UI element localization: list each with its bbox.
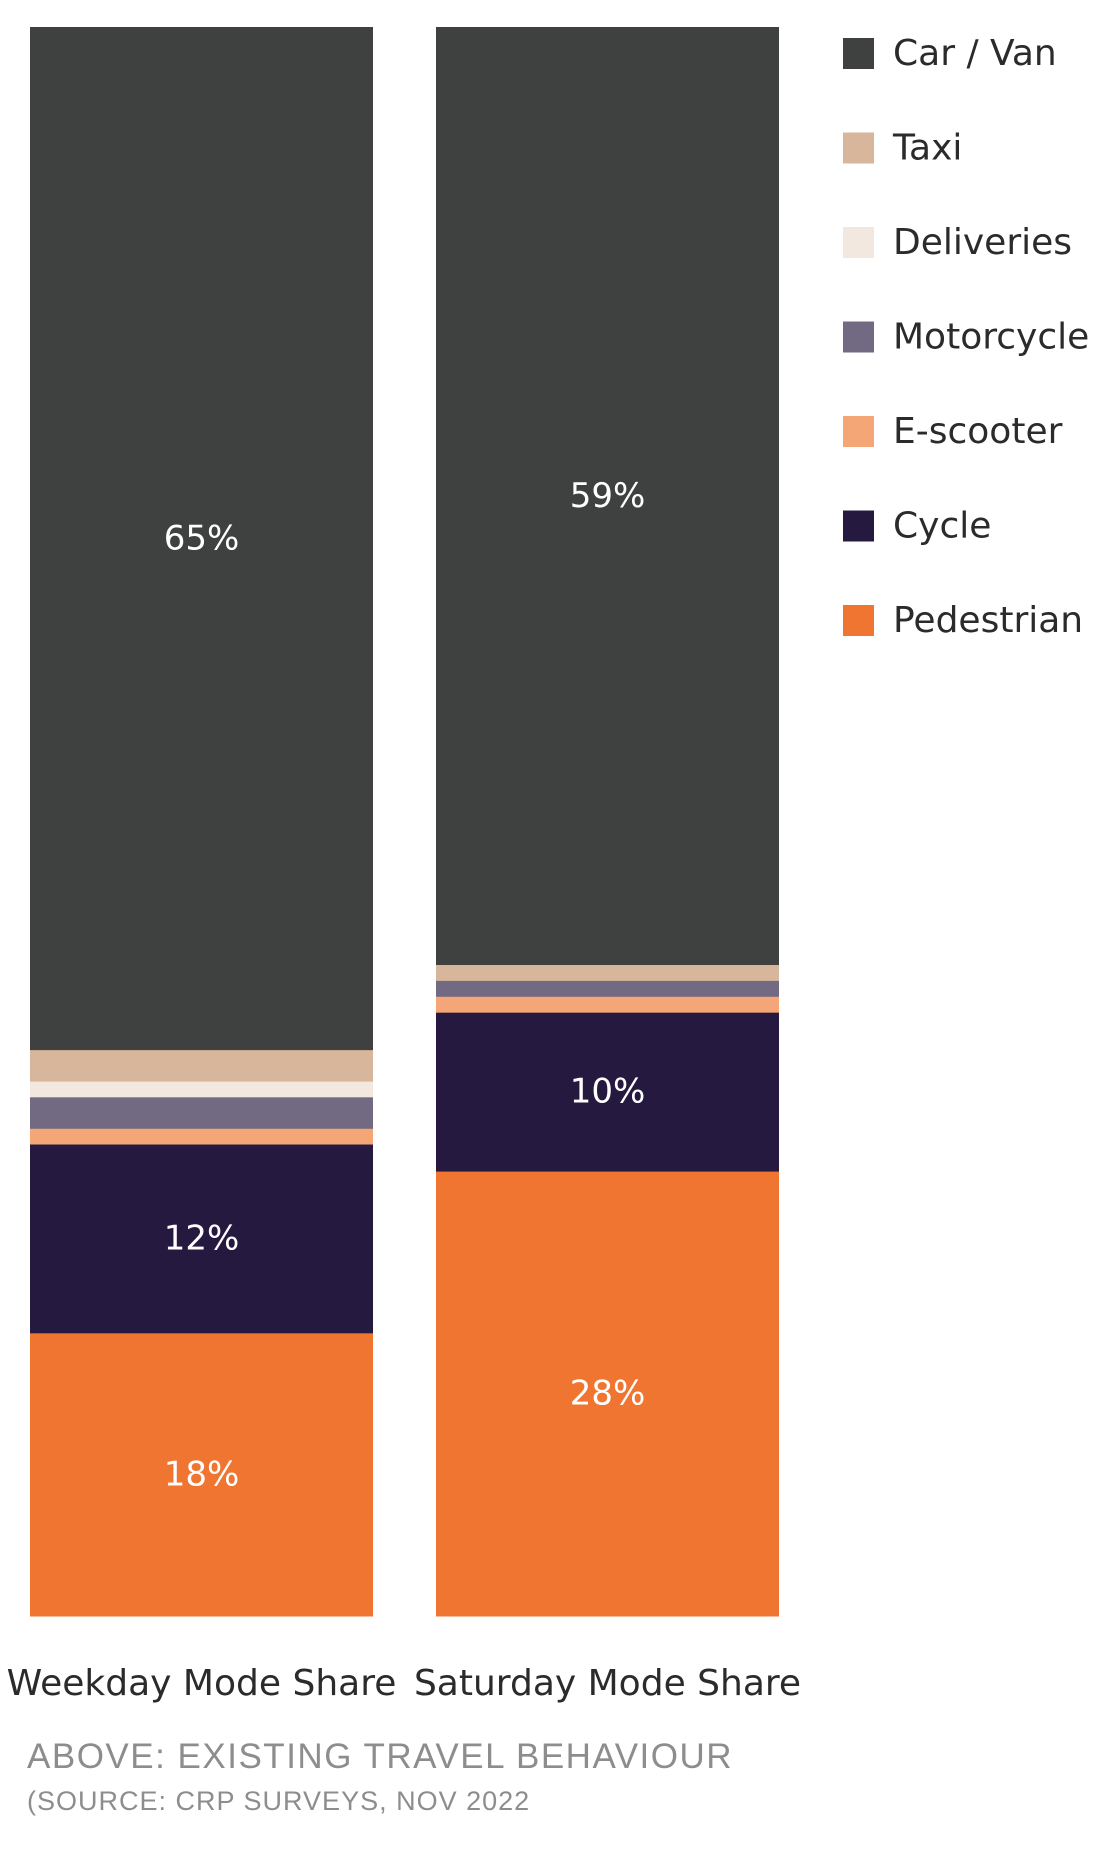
legend-swatch-car-van <box>843 38 874 69</box>
legend: Car / Van Taxi Deliveries Motorcycle E-scoot… <box>843 33 1089 641</box>
bar-segment-saturday-mode-share-car-van <box>436 27 779 966</box>
bars-group <box>30 27 779 1617</box>
bar-segment-saturday-mode-share-pedestrian <box>436 1171 779 1617</box>
legend-swatch-e-scooter <box>843 416 874 447</box>
legend-swatch-taxi <box>843 132 874 164</box>
data-label-saturday-mode-share-car-van: 59% <box>570 476 646 516</box>
bar-segment-saturday-mode-share-motorcycle <box>436 980 779 997</box>
caption-title: ABOVE: EXISTING TRAVEL BEHAVIOUR <box>27 1737 734 1776</box>
data-label-weekday-mode-share-cycle: 12% <box>164 1218 240 1258</box>
data-label-weekday-mode-share-car-van: 65% <box>164 518 240 558</box>
segment-labels-group: 18% 12% 65% 28% 10% 59% <box>164 476 646 1495</box>
bar-segment-weekday-mode-share-taxi <box>30 1049 373 1082</box>
bar-segment-weekday-mode-share-car-van <box>30 27 373 1051</box>
legend-label-car-van: Car / Van <box>893 33 1057 74</box>
bar-segment-saturday-mode-share-cycle <box>436 1012 779 1172</box>
bar-segment-saturday-mode-share-taxi <box>436 964 779 981</box>
legend-label-motorcycle: Motorcycle <box>893 317 1089 358</box>
category-label-saturday-mode-share: Saturday Mode Share <box>414 1663 801 1704</box>
data-label-weekday-mode-share-pedestrian: 18% <box>164 1454 240 1494</box>
bar-segment-weekday-mode-share-cycle <box>30 1144 373 1334</box>
legend-label-pedestrian: Pedestrian <box>893 600 1083 641</box>
legend-label-e-scooter: E-scooter <box>893 411 1063 452</box>
bar-segment-weekday-mode-share-deliveries <box>30 1081 373 1098</box>
legend-label-deliveries: Deliveries <box>893 222 1072 263</box>
bar-segment-saturday-mode-share-e-scooter <box>436 996 779 1013</box>
data-label-saturday-mode-share-cycle: 10% <box>570 1072 646 1112</box>
caption-source: (SOURCE: CRP SURVEYS, NOV 2022 <box>27 1786 531 1816</box>
category-labels-group: Weekday Mode Share Saturday Mode Share <box>7 1663 801 1704</box>
legend-swatch-pedestrian <box>843 605 874 636</box>
legend-swatch-cycle <box>843 510 874 542</box>
bar-segment-weekday-mode-share-pedestrian <box>30 1332 373 1617</box>
category-label-weekday-mode-share: Weekday Mode Share <box>7 1663 397 1704</box>
legend-swatch-motorcycle <box>843 321 874 353</box>
legend-label-taxi: Taxi <box>892 128 962 169</box>
legend-label-cycle: Cycle <box>893 506 991 547</box>
bar-segment-weekday-mode-share-e-scooter <box>30 1128 373 1145</box>
data-label-saturday-mode-share-pedestrian: 28% <box>570 1374 646 1414</box>
legend-swatch-deliveries <box>843 227 874 258</box>
bar-segment-weekday-mode-share-motorcycle <box>30 1096 373 1129</box>
